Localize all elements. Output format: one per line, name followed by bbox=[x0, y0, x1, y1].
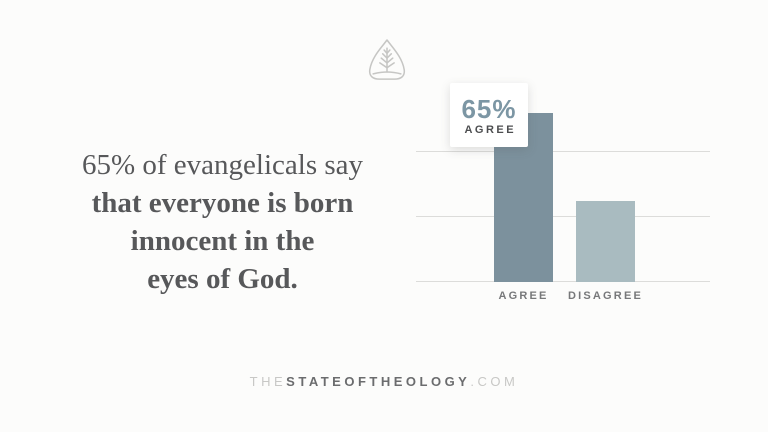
gridline bbox=[416, 281, 710, 282]
callout-card: 65% AGREE bbox=[450, 83, 528, 147]
site-url-name: STATEOFTHEOLOGY bbox=[286, 374, 471, 389]
gridline bbox=[416, 216, 710, 217]
leaf-outline bbox=[368, 39, 406, 80]
chart-plot: 65% AGREE AGREE DISAGREE bbox=[416, 22, 710, 302]
leaf-veins bbox=[379, 49, 395, 69]
site-url: THESTATEOFTHEOLOGY.COM bbox=[0, 374, 768, 389]
headline-line: 65% of evangelicals say bbox=[81, 149, 364, 181]
headline-line: innocent in the bbox=[130, 225, 315, 257]
site-url-prefix: THE bbox=[249, 374, 287, 389]
headline-line: eyes of God. bbox=[147, 263, 298, 295]
callout-value: 65% bbox=[461, 93, 517, 124]
axis-label-agree: AGREE bbox=[498, 290, 549, 302]
site-url-tld: .COM bbox=[470, 374, 519, 389]
axis-label-disagree: DISAGREE bbox=[567, 290, 644, 302]
headline: 65% of evangelicals say that everyone is… bbox=[30, 146, 415, 298]
callout-label: AGREE bbox=[464, 123, 517, 136]
ligonier-leaf-logo bbox=[368, 39, 406, 80]
gridline bbox=[416, 151, 710, 152]
headline-line: that everyone is born bbox=[91, 187, 354, 219]
bar-disagree bbox=[576, 201, 635, 282]
